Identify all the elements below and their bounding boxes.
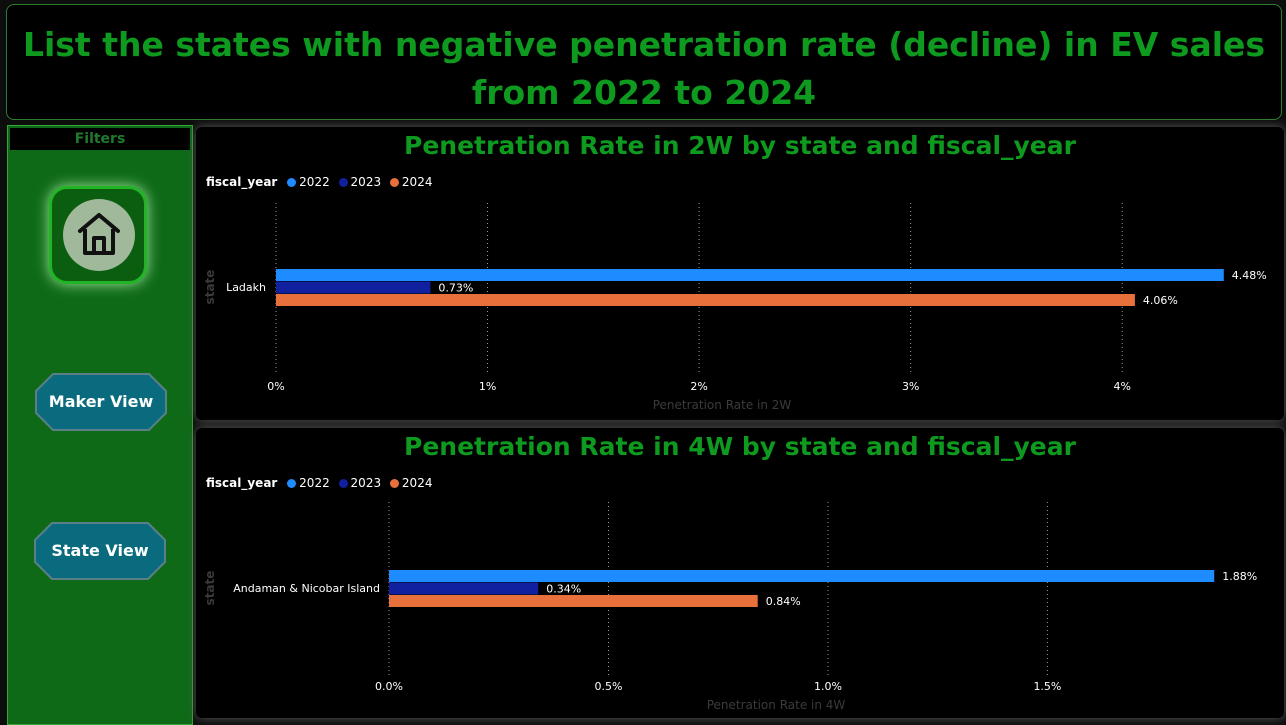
legend-item-2023[interactable]: 2023	[338, 175, 382, 189]
legend-dot-2024	[389, 178, 399, 187]
chart-4w-plot: 0.0% 0.5% 1.0% 1.5% Penetration Rate in 4W st…	[203, 502, 1257, 712]
tick-label-4w-3: 1.5%	[1033, 680, 1061, 693]
legend-dot-2024	[389, 479, 399, 488]
legend-label-2022: 2022	[299, 476, 330, 490]
tick-label-2w-2: 2%	[690, 380, 707, 393]
title-banner: List the states with negative penetratio…	[6, 4, 1282, 120]
home-button[interactable]	[49, 186, 147, 284]
x-axis-title-2w: Penetration Rate in 2W	[653, 398, 792, 412]
y-axis-title-2w: state	[203, 270, 217, 305]
tick-label-4w-2: 1.0%	[814, 680, 842, 693]
data-label-2w-2023: 0.73%	[438, 282, 473, 295]
legend-dot-2022	[287, 479, 297, 488]
maker-view-button[interactable]: Maker View	[35, 373, 167, 431]
chart-4w-legend: fiscal_year 2022 2023 2024	[206, 475, 437, 491]
legend-label-2022: 2022	[299, 175, 330, 189]
tick-label-2w-4: 4%	[1113, 380, 1130, 393]
legend-item-2024[interactable]: 2024	[389, 175, 433, 189]
bar-4w-2023[interactable]	[389, 582, 539, 595]
legend-item-2023[interactable]: 2023	[338, 476, 382, 490]
page-title: List the states with negative penetratio…	[22, 25, 1266, 112]
filters-sidebar: Filters Maker View State View	[7, 125, 193, 725]
maker-view-label: Maker View	[48, 392, 154, 411]
chart-2w-legend: fiscal_year 2022 2023 2024	[206, 174, 437, 190]
bar-2w-2024[interactable]	[276, 294, 1135, 306]
state-view-button-shape	[34, 522, 166, 580]
home-icon-circle	[63, 199, 135, 271]
legend-item-2022[interactable]: 2022	[287, 175, 330, 189]
legend-item-2022[interactable]: 2022	[287, 476, 330, 490]
legend-label-2024: 2024	[401, 175, 433, 189]
category-label-2w-0: Ladakh	[226, 281, 266, 294]
data-label-4w-2024: 0.84%	[766, 595, 801, 608]
state-view-label: State View	[51, 541, 149, 560]
chart-2w-legend-title: fiscal_year	[206, 175, 278, 189]
bar-2w-2022[interactable]	[276, 269, 1224, 281]
chart-4w-panel: Penetration Rate in 4W by state and fisc…	[196, 428, 1284, 718]
tick-label-2w-3: 3%	[902, 380, 919, 393]
tick-label-2w-1: 1%	[479, 380, 496, 393]
tick-label-4w-0: 0.0%	[375, 680, 403, 693]
legend-label-2024: 2024	[401, 476, 433, 490]
maker-view-button-shape	[35, 373, 167, 431]
data-label-4w-2022: 1.88%	[1222, 570, 1257, 583]
chart-2w-title: Penetration Rate in 2W by state and fisc…	[404, 131, 1076, 160]
bar-4w-2022[interactable]	[389, 570, 1215, 582]
chart-4w-title: Penetration Rate in 4W by state and fisc…	[404, 432, 1076, 461]
chart-4w-legend-title: fiscal_year	[206, 476, 278, 490]
legend-label-2023: 2023	[350, 175, 382, 189]
chart-2w-panel: Penetration Rate in 2W by state and fisc…	[196, 127, 1284, 420]
bar-2w-2023[interactable]	[276, 281, 431, 294]
data-label-4w-2023: 0.34%	[546, 583, 581, 596]
data-label-2w-2024: 4.06%	[1143, 294, 1178, 307]
tick-label-2w-0: 0%	[267, 380, 284, 393]
tick-label-4w-1: 0.5%	[594, 680, 622, 693]
filters-label: Filters	[10, 128, 190, 150]
state-view-button[interactable]: State View	[34, 522, 166, 580]
legend-label-2023: 2023	[350, 476, 382, 490]
data-label-2w-2022: 4.48%	[1232, 269, 1267, 282]
legend-dot-2023	[338, 178, 348, 187]
legend-dot-2023	[338, 479, 348, 488]
legend-item-2024[interactable]: 2024	[389, 476, 433, 490]
category-label-4w-0: Andaman & Nicobar Island	[233, 582, 380, 595]
y-axis-title-4w: state	[203, 571, 217, 606]
chart-2w-plot: 0% 1% 2% 3% 4% Penetration Rate in 2W state Lad…	[203, 203, 1267, 412]
home-icon	[78, 213, 120, 255]
legend-dot-2022	[287, 178, 297, 187]
x-axis-title-4w: Penetration Rate in 4W	[707, 698, 846, 712]
bar-4w-2024[interactable]	[389, 595, 758, 607]
